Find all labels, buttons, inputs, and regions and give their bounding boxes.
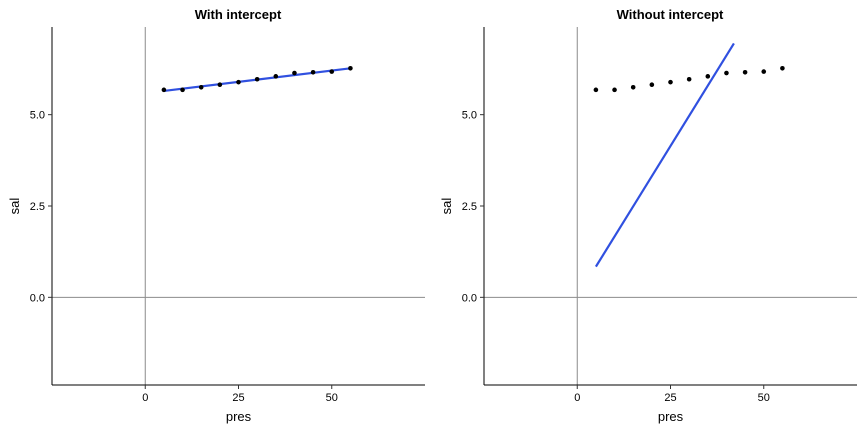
data-point (236, 79, 241, 85)
data-point (612, 87, 617, 93)
x-axis-title: pres (658, 409, 684, 424)
data-point (630, 84, 636, 90)
data-point (254, 76, 260, 82)
data-point (668, 79, 673, 85)
data-point (329, 69, 335, 74)
data-point (686, 76, 692, 82)
data-point (348, 65, 353, 71)
x-tick-label: 50 (326, 392, 338, 404)
y-tick-label: 2.5 (30, 201, 45, 213)
x-tick-label: 50 (758, 392, 770, 404)
data-point (742, 69, 748, 75)
panel-with-intercept: 0 25 50 0.0 2.5 5.0 With intercept pres sal (7, 7, 425, 424)
data-point (593, 87, 599, 93)
data-point (761, 69, 767, 74)
panel-title: With intercept (195, 7, 282, 22)
y-tick-label: 5.0 (462, 110, 477, 122)
x-axis-title: pres (226, 409, 252, 424)
data-point (649, 82, 655, 88)
x-tick-label: 25 (664, 392, 676, 404)
data-point (161, 87, 167, 93)
data-point (198, 84, 204, 90)
data-point (273, 74, 279, 79)
y-tick-label: 5.0 (30, 110, 45, 122)
y-tick-label: 0.0 (30, 292, 45, 304)
panel-title: Without intercept (617, 7, 724, 22)
data-point (292, 70, 297, 76)
data-point (310, 69, 316, 75)
x-tick-label: 0 (142, 392, 148, 404)
x-tick-label: 25 (232, 392, 244, 404)
y-axis-title: sal (439, 198, 454, 215)
data-point (705, 74, 711, 79)
panel-without-intercept: 0 25 50 0.0 2.5 5.0 Without intercept pres sal (439, 7, 857, 424)
y-axis-title: sal (7, 198, 22, 215)
data-point (217, 82, 223, 88)
fit-line (594, 42, 735, 268)
data-point (724, 70, 729, 76)
y-tick-label: 2.5 (462, 201, 477, 213)
y-tick-label: 0.0 (462, 292, 477, 304)
x-tick-label: 0 (574, 392, 580, 404)
data-point (780, 65, 785, 71)
data-point (180, 87, 185, 93)
